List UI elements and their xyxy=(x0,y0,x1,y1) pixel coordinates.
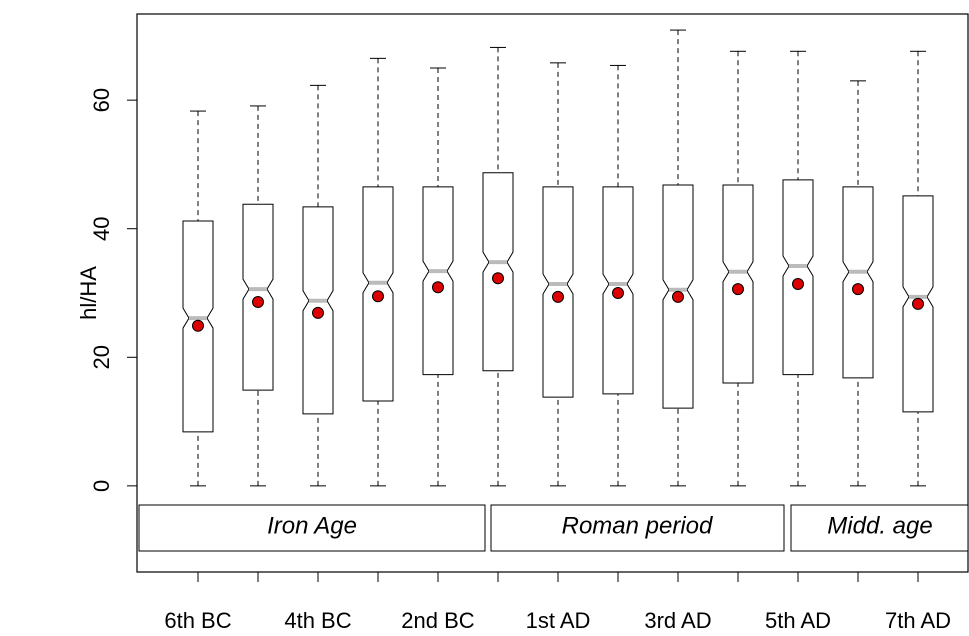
x-tick-label: 5th AD xyxy=(765,608,831,633)
period-box xyxy=(490,504,785,552)
mean-point xyxy=(432,281,444,294)
x-tick-label: 7th AD xyxy=(885,608,951,633)
mean-point xyxy=(612,287,624,299)
mean-point xyxy=(312,306,324,319)
x-tick-label: 1st AD xyxy=(526,608,591,633)
y-axis-label: hl/HA xyxy=(76,266,101,320)
period-box xyxy=(790,504,969,552)
mean-point xyxy=(912,297,924,310)
mean-point xyxy=(672,290,684,303)
x-tick-label: 6th BC xyxy=(164,608,231,633)
mean-point xyxy=(192,319,204,332)
mean-point xyxy=(732,283,744,296)
mean-point xyxy=(372,290,384,303)
box xyxy=(482,172,514,372)
mean-point xyxy=(852,283,864,296)
mean-point xyxy=(492,272,504,285)
plot-frame xyxy=(136,13,969,573)
mean-point xyxy=(552,290,564,303)
period-box xyxy=(138,504,486,552)
period-label: Iron Age xyxy=(267,512,357,539)
mean-point xyxy=(252,296,264,308)
box xyxy=(782,179,814,376)
x-tick-label: 3rd AD xyxy=(644,608,711,633)
period-label: Roman period xyxy=(562,512,713,539)
x-tick-label: 2nd BC xyxy=(401,608,474,633)
box xyxy=(422,186,454,376)
y-tick-label: 0 xyxy=(89,480,114,492)
period-label: Midd. age xyxy=(827,512,932,539)
box xyxy=(842,186,874,379)
mean-point xyxy=(792,278,804,290)
y-tick-label: 60 xyxy=(89,88,114,112)
y-tick-label: 20 xyxy=(89,345,114,369)
y-tick-label: 40 xyxy=(89,216,114,240)
x-tick-label: 4th BC xyxy=(284,608,351,633)
